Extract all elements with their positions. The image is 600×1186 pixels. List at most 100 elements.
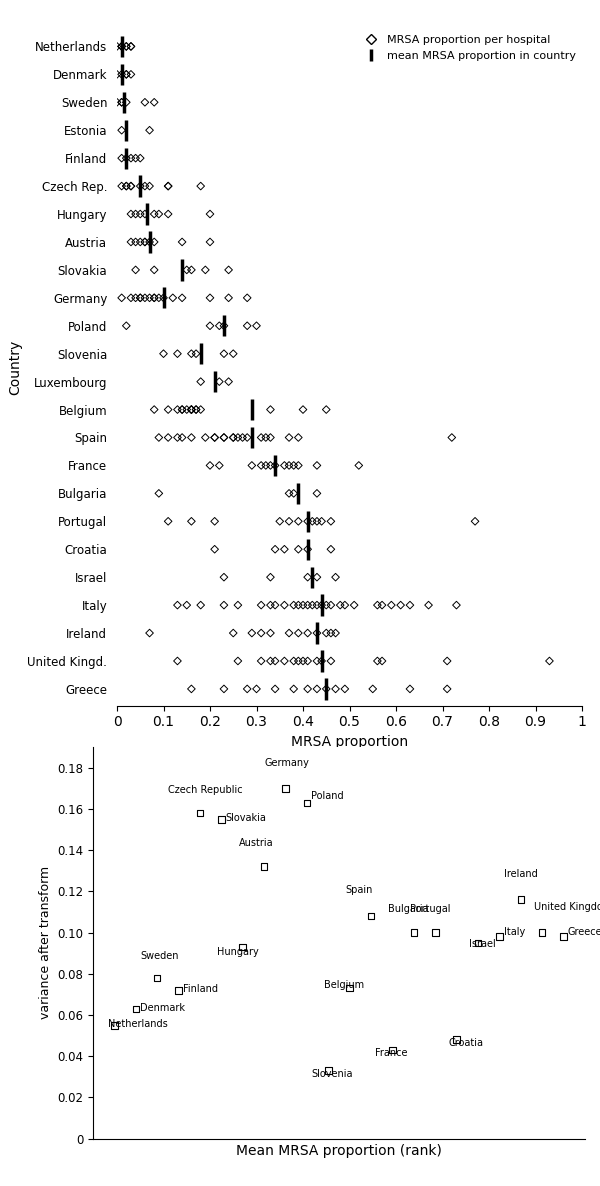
Point xyxy=(121,177,131,196)
Point xyxy=(215,372,224,391)
Point xyxy=(121,317,131,336)
Text: Bulgaria: Bulgaria xyxy=(388,904,429,914)
Point xyxy=(289,455,299,474)
Point xyxy=(303,595,313,614)
Point xyxy=(117,65,127,84)
Point xyxy=(168,288,178,307)
Point xyxy=(312,512,322,531)
Point xyxy=(271,651,280,670)
Point xyxy=(131,288,140,307)
Text: Spain: Spain xyxy=(346,886,373,895)
Point xyxy=(219,595,229,614)
Point xyxy=(224,288,233,307)
Point xyxy=(154,204,164,223)
Point xyxy=(275,512,284,531)
Point xyxy=(145,177,154,196)
Text: Poland: Poland xyxy=(311,791,344,801)
Point xyxy=(280,651,289,670)
Point xyxy=(322,624,331,643)
Point xyxy=(187,428,196,447)
Point xyxy=(256,651,266,670)
Point xyxy=(373,595,382,614)
Point xyxy=(302,793,312,812)
Point xyxy=(280,455,289,474)
Point xyxy=(112,65,122,84)
Text: Finland: Finland xyxy=(183,984,218,994)
Point xyxy=(261,428,271,447)
Point xyxy=(280,540,289,559)
Point xyxy=(140,177,150,196)
Point xyxy=(158,344,168,363)
Point xyxy=(149,288,159,307)
Y-axis label: Country: Country xyxy=(8,340,22,395)
Point xyxy=(377,595,387,614)
Point xyxy=(242,428,252,447)
Point xyxy=(145,121,154,140)
Point xyxy=(252,317,262,336)
Point xyxy=(136,288,145,307)
Point xyxy=(388,1040,397,1059)
Point xyxy=(187,400,196,419)
Point xyxy=(442,680,452,699)
Text: Ireland: Ireland xyxy=(504,869,538,879)
Point xyxy=(205,204,215,223)
Point xyxy=(303,568,313,587)
Point xyxy=(266,428,275,447)
Point xyxy=(424,595,433,614)
Point xyxy=(149,288,159,307)
Point xyxy=(117,93,127,111)
Point xyxy=(154,288,164,307)
Point xyxy=(149,261,159,280)
Point xyxy=(145,624,154,643)
Point xyxy=(256,428,266,447)
Point xyxy=(266,568,275,587)
Point xyxy=(131,148,140,167)
Point xyxy=(224,261,233,280)
Point xyxy=(538,923,547,942)
Point xyxy=(326,651,336,670)
Point xyxy=(121,37,131,56)
Point xyxy=(187,261,196,280)
Point xyxy=(238,428,247,447)
Point xyxy=(298,651,308,670)
Point xyxy=(317,512,326,531)
Point xyxy=(136,148,145,167)
Text: Hungary: Hungary xyxy=(217,948,259,957)
Point xyxy=(470,512,480,531)
Point xyxy=(516,891,526,910)
Point xyxy=(322,680,331,699)
Text: France: France xyxy=(376,1048,408,1058)
Point xyxy=(284,455,294,474)
Point xyxy=(303,651,313,670)
Point xyxy=(405,680,415,699)
Text: United Kingdom: United Kingdom xyxy=(533,903,600,912)
Point xyxy=(200,428,210,447)
Point xyxy=(331,568,340,587)
Text: Netherlands: Netherlands xyxy=(108,1020,168,1029)
Point xyxy=(196,372,205,391)
Point xyxy=(182,595,191,614)
Point xyxy=(121,65,131,84)
Text: Denmark: Denmark xyxy=(140,1003,185,1013)
Point xyxy=(349,595,359,614)
Point xyxy=(126,37,136,56)
Point xyxy=(452,595,461,614)
Point xyxy=(298,595,308,614)
Point xyxy=(271,595,280,614)
Point xyxy=(442,651,452,670)
Point xyxy=(323,1061,333,1080)
Point xyxy=(126,177,136,196)
Point xyxy=(293,428,303,447)
Point xyxy=(271,680,280,699)
Point xyxy=(219,568,229,587)
Point xyxy=(266,624,275,643)
Text: Italy: Italy xyxy=(504,926,525,937)
Point xyxy=(224,372,233,391)
Point xyxy=(256,595,266,614)
Point xyxy=(545,651,554,670)
Point xyxy=(219,428,229,447)
Point xyxy=(117,121,127,140)
Point xyxy=(242,288,252,307)
Point xyxy=(173,428,182,447)
Point xyxy=(121,65,131,84)
